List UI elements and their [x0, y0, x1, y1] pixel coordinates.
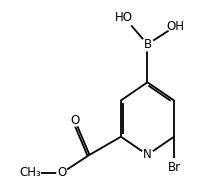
Text: O: O	[57, 166, 66, 180]
Text: Br: Br	[167, 161, 181, 174]
Text: B: B	[143, 38, 152, 51]
Text: OH: OH	[167, 20, 185, 32]
Text: O: O	[70, 114, 80, 127]
Text: HO: HO	[115, 10, 133, 24]
Text: N: N	[143, 148, 152, 161]
Text: CH₃: CH₃	[19, 166, 41, 180]
